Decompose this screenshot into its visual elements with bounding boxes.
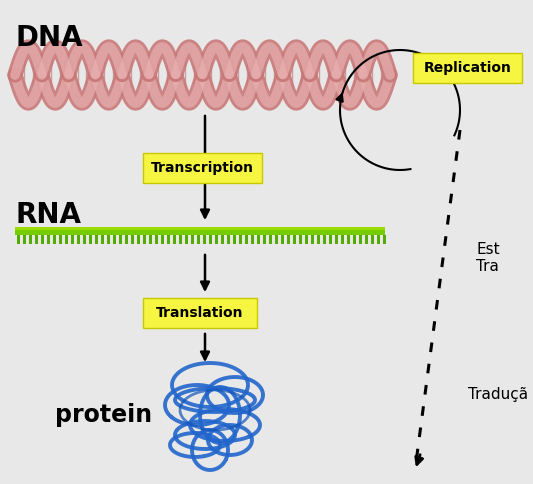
Text: Traduçã: Traduçã <box>468 388 528 403</box>
Bar <box>365 235 368 244</box>
Bar <box>113 235 116 244</box>
Bar <box>59 235 62 244</box>
Bar <box>89 235 92 244</box>
Bar <box>15 227 385 230</box>
Bar <box>299 235 302 244</box>
Bar <box>179 235 182 244</box>
Bar <box>143 235 146 244</box>
Bar <box>125 235 128 244</box>
FancyBboxPatch shape <box>143 153 262 183</box>
Bar <box>233 235 236 244</box>
Text: Translation: Translation <box>156 306 244 320</box>
Bar <box>317 235 320 244</box>
Bar <box>377 235 380 244</box>
Bar <box>23 235 26 244</box>
Bar <box>29 235 32 244</box>
Bar <box>281 235 284 244</box>
Bar <box>161 235 164 244</box>
Bar <box>101 235 104 244</box>
FancyBboxPatch shape <box>143 298 257 328</box>
Bar <box>155 235 158 244</box>
Bar <box>95 235 98 244</box>
Bar <box>65 235 68 244</box>
Bar <box>137 235 140 244</box>
Bar <box>323 235 326 244</box>
Bar <box>239 235 242 244</box>
Bar <box>35 235 38 244</box>
Bar <box>197 235 200 244</box>
Bar <box>209 235 212 244</box>
Bar <box>107 235 110 244</box>
Text: DNA: DNA <box>15 24 83 52</box>
Bar <box>215 235 218 244</box>
Bar <box>371 235 374 244</box>
Bar <box>305 235 308 244</box>
Bar <box>383 235 386 244</box>
Bar <box>311 235 314 244</box>
Text: protein: protein <box>55 403 152 427</box>
Bar <box>227 235 230 244</box>
Text: Replication: Replication <box>424 61 512 75</box>
Bar <box>17 235 20 244</box>
Bar <box>47 235 50 244</box>
Bar <box>41 235 44 244</box>
Bar <box>203 235 206 244</box>
Bar <box>77 235 80 244</box>
Bar <box>269 235 272 244</box>
Bar <box>221 235 224 244</box>
Bar <box>329 235 332 244</box>
Bar <box>251 235 254 244</box>
Bar <box>191 235 194 244</box>
Text: Est
Tra: Est Tra <box>476 242 499 274</box>
Bar <box>347 235 350 244</box>
Text: RNA: RNA <box>15 201 81 229</box>
Bar <box>83 235 86 244</box>
Bar <box>131 235 134 244</box>
Bar <box>149 235 152 244</box>
Bar <box>167 235 170 244</box>
Bar <box>71 235 74 244</box>
Bar <box>275 235 278 244</box>
Text: Transcription: Transcription <box>151 161 254 175</box>
Bar <box>287 235 290 244</box>
Bar <box>119 235 122 244</box>
Bar <box>335 235 338 244</box>
Bar <box>185 235 188 244</box>
Bar <box>173 235 176 244</box>
Bar <box>245 235 248 244</box>
Bar <box>293 235 296 244</box>
Bar <box>341 235 344 244</box>
Bar <box>353 235 356 244</box>
FancyBboxPatch shape <box>413 53 522 83</box>
Bar <box>263 235 266 244</box>
Bar <box>15 227 385 235</box>
Bar <box>359 235 362 244</box>
Bar <box>257 235 260 244</box>
Bar <box>53 235 56 244</box>
